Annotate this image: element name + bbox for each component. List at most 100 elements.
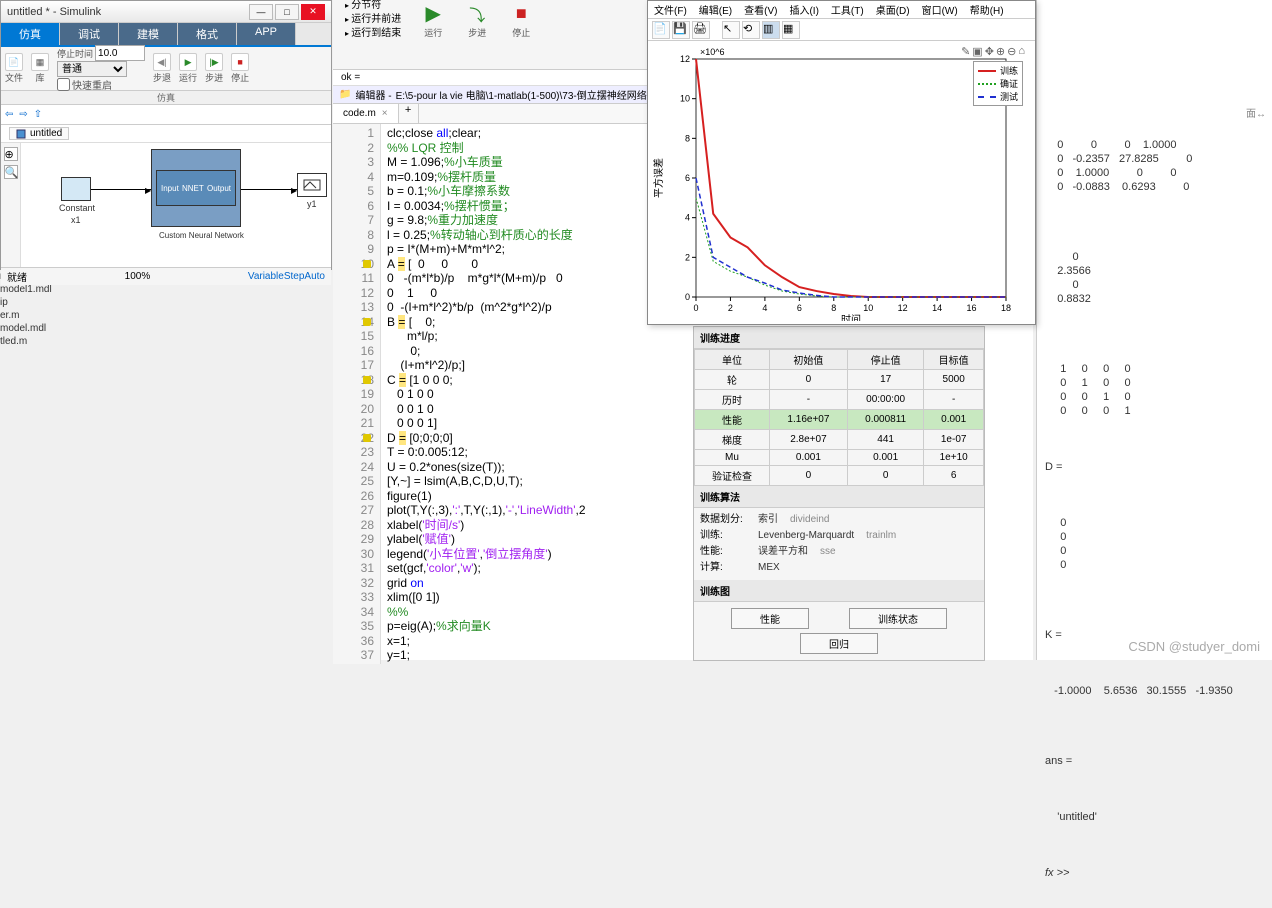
tab-app[interactable]: APP <box>237 23 296 45</box>
menu-help[interactable]: 帮助(H) <box>970 2 1004 17</box>
pan-icon[interactable]: ✥ <box>985 45 994 58</box>
folder-icon: 📁 <box>339 89 351 100</box>
svg-text:0: 0 <box>685 292 690 302</box>
nav-back-icon[interactable]: ⇦ <box>5 109 13 120</box>
quickrestart-label: 快速重启 <box>72 77 112 92</box>
svg-text:2: 2 <box>685 252 690 262</box>
simulink-titlebar[interactable]: untitled * - Simulink — □ ✕ <box>1 1 331 23</box>
scope-block[interactable] <box>297 173 327 197</box>
stepfwd-icon[interactable]: |▶ <box>205 53 223 71</box>
grid-icon[interactable]: ▦ <box>782 21 800 39</box>
svg-text:14: 14 <box>932 303 942 313</box>
tab-corner[interactable]: 面↔ <box>1246 108 1266 122</box>
stepback-icon[interactable]: ◀| <box>153 53 171 71</box>
model-canvas[interactable]: Constant x1 InputNNETOutput Custom Neura… <box>21 143 331 267</box>
nnet-block[interactable]: InputNNETOutput <box>151 149 241 227</box>
zoom-tool-icon[interactable]: 🔍 <box>4 165 18 179</box>
scope-icon <box>302 178 322 192</box>
file-item[interactable]: model.mdl <box>0 322 60 335</box>
group-file: 文件 <box>5 71 23 84</box>
status-solver[interactable]: VariableStepAuto <box>248 271 325 282</box>
brush-icon[interactable]: ✎ <box>961 45 970 58</box>
stoptime-input[interactable] <box>95 45 145 61</box>
scope-sub: y1 <box>307 199 317 209</box>
nav-up-icon[interactable]: ⇧ <box>34 109 42 120</box>
zoomout-icon[interactable]: ⊖ <box>1007 45 1016 58</box>
ans-value: 'untitled' <box>1045 810 1264 824</box>
save-fig-icon[interactable]: 💾 <box>672 21 690 39</box>
svg-text:时间: 时间 <box>841 313 861 321</box>
svg-text:6: 6 <box>685 173 690 183</box>
constant-block[interactable] <box>61 177 91 201</box>
step-button[interactable]: ⤵ <box>465 2 489 26</box>
new-fig-icon[interactable]: 📄 <box>652 21 670 39</box>
trainstate-button[interactable]: 训练状态 <box>849 608 947 629</box>
figure-window: 文件(F) 编辑(E) 查看(V) 插入(I) 工具(T) 桌面(D) 窗口(W… <box>647 0 1036 325</box>
run-button[interactable]: ▶ <box>421 2 445 26</box>
tab-simulation[interactable]: 仿真 <box>1 23 60 45</box>
menu-insert[interactable]: 插入(I) <box>789 2 818 17</box>
tab-modeling[interactable]: 建模 <box>119 23 178 45</box>
print-icon[interactable]: 🖨 <box>692 21 710 39</box>
menu-window[interactable]: 窗口(W) <box>922 2 958 17</box>
layout-icon[interactable]: ▥ <box>762 21 780 39</box>
cursor-icon[interactable]: ↖ <box>722 21 740 39</box>
add-tab-button[interactable]: + <box>399 104 419 123</box>
train-table: 单位初始值停止值目标值 轮0175000历时-00:00:00-性能1.16e+… <box>694 349 984 486</box>
nav-fwd-icon[interactable]: ⇨ <box>19 109 27 120</box>
const-label: Constant <box>59 203 95 213</box>
menu-edit[interactable]: 编辑(E) <box>699 2 732 17</box>
menu-file[interactable]: 文件(F) <box>654 2 687 17</box>
model-tab[interactable]: untitled <box>9 127 69 140</box>
stop-icon[interactable]: ■ <box>231 53 249 71</box>
editor-tab[interactable]: code.m× <box>333 104 399 123</box>
new-icon[interactable]: 📄 <box>5 53 23 71</box>
file-item[interactable]: ip <box>0 296 60 309</box>
axes-toolbar: ✎ ▣ ✥ ⊕ ⊖ ⌂ <box>961 45 1025 58</box>
zoom-fit-icon[interactable]: ⊕ <box>4 147 18 161</box>
tab-format[interactable]: 格式 <box>178 23 237 45</box>
plot-area[interactable]: ✎ ▣ ✥ ⊕ ⊖ ⌂ 024681012141618024681012×10^… <box>648 41 1035 321</box>
matrix-output: -1.0000 5.6536 30.1555 -1.9350 <box>1045 684 1264 698</box>
svg-text:0: 0 <box>693 303 698 313</box>
prompt[interactable]: fx >> <box>1045 866 1264 880</box>
menu-view[interactable]: 查看(V) <box>744 2 777 17</box>
rotate-icon[interactable]: ⟲ <box>742 21 760 39</box>
file-item[interactable]: er.m <box>0 309 60 322</box>
file-item[interactable]: tled.m <box>0 335 60 348</box>
quickrestart-checkbox[interactable] <box>57 78 70 91</box>
mode-select[interactable]: 普通 <box>57 61 127 77</box>
menu-desktop[interactable]: 桌面(D) <box>876 2 910 17</box>
const-sub: x1 <box>71 215 81 225</box>
svg-text:16: 16 <box>967 303 977 313</box>
menu-tools[interactable]: 工具(T) <box>831 2 864 17</box>
run-icon[interactable]: ▶ <box>179 53 197 71</box>
sim-nav: ⇦ ⇨ ⇧ <box>1 105 331 125</box>
svg-text:平方误差: 平方误差 <box>652 158 665 198</box>
close-button[interactable]: ✕ <box>301 4 325 20</box>
status-bar: 就绪 100% VariableStepAuto <box>1 267 331 285</box>
command-window[interactable]: 面↔ 0 0 0 1.0000 0 -0.2357 27.8285 0 0 1.… <box>1036 0 1272 660</box>
lib-icon[interactable]: ▦ <box>31 53 49 71</box>
home-icon[interactable]: ⌂ <box>1018 45 1025 58</box>
status-ready: 就绪 <box>7 269 27 284</box>
minimize-button[interactable]: — <box>249 4 273 20</box>
tab-debug[interactable]: 调试 <box>60 23 119 45</box>
close-tab-icon[interactable]: × <box>382 108 388 119</box>
perf-button[interactable]: 性能 <box>731 608 809 629</box>
regression-button[interactable]: 回归 <box>800 633 878 654</box>
legend[interactable]: 训练 确证 测试 <box>973 61 1023 106</box>
stop-button[interactable]: ■ <box>509 2 533 26</box>
svg-text:4: 4 <box>685 213 690 223</box>
stoptime-label: 停止时间 <box>57 47 93 60</box>
svg-text:12: 12 <box>680 54 690 64</box>
matrix-output: 1 0 0 0 0 1 0 0 0 0 1 0 0 0 0 1 <box>1045 362 1264 418</box>
ans-label: ans = <box>1045 754 1264 768</box>
zoomin-icon[interactable]: ⊕ <box>996 45 1005 58</box>
maximize-button[interactable]: □ <box>275 4 299 20</box>
datatip-icon[interactable]: ▣ <box>972 45 982 58</box>
matrix-output: 0 0 0 1.0000 0 -0.2357 27.8285 0 0 1.000… <box>1045 138 1264 194</box>
svg-text:12: 12 <box>898 303 908 313</box>
training-panel: 训练进度 单位初始值停止值目标值 轮0175000历时-00:00:00-性能1… <box>693 326 985 661</box>
svg-text:4: 4 <box>762 303 767 313</box>
